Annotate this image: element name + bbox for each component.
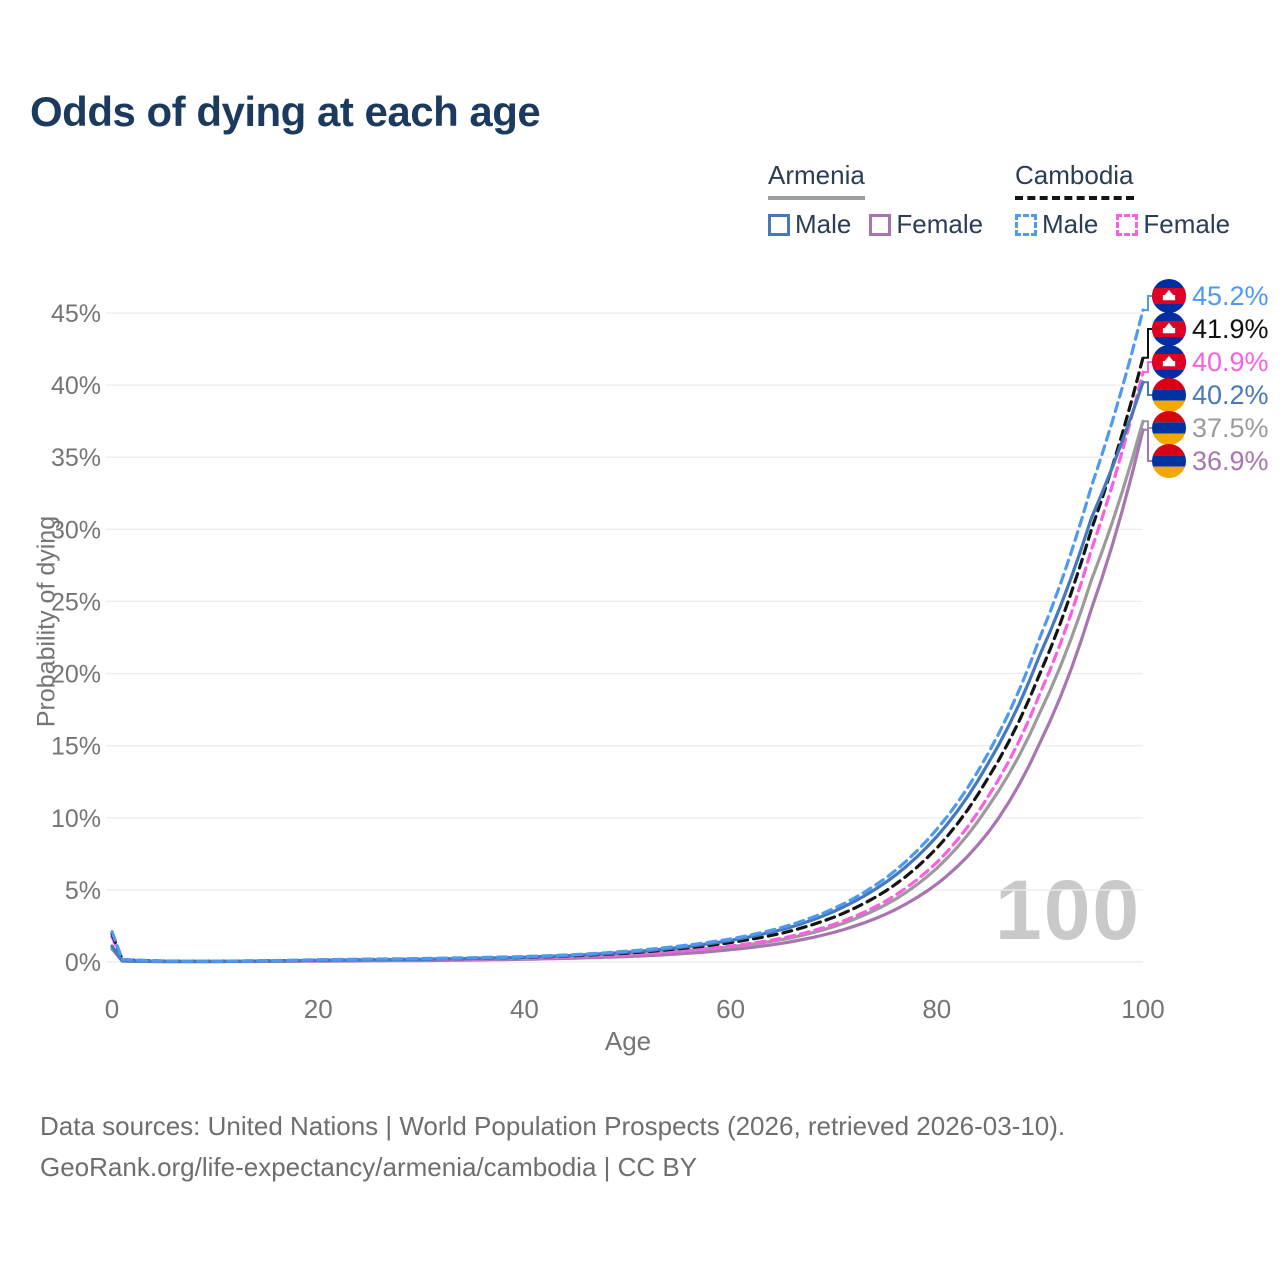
end-label-connector	[1143, 295, 1152, 312]
series-line-cambodia-female	[110, 370, 1145, 963]
y-tick-label: 20%	[51, 661, 101, 689]
end-label-cambodia-male: 45.2%	[1152, 279, 1269, 313]
legend-label-cambodia-male: Male	[1042, 209, 1099, 239]
end-label-value: 37.5%	[1192, 412, 1269, 443]
x-axis-title: Age	[604, 1026, 652, 1056]
y-tick-label: 35%	[51, 444, 101, 472]
end-label-value: 41.9%	[1192, 313, 1269, 344]
end-label-cambodia-female: 40.9%	[1152, 345, 1269, 379]
end-label-value: 40.9%	[1192, 346, 1269, 377]
series-line-armenia-both	[110, 419, 1145, 964]
series-line-cambodia-male	[110, 308, 1145, 963]
footer: Data sources: United Nations | World Pop…	[40, 1106, 1065, 1188]
armenia-flag-icon	[1152, 378, 1186, 412]
legend-country-cambodia: Cambodia	[1015, 160, 1134, 200]
end-label-value: 36.9%	[1192, 445, 1269, 476]
legend: Armenia Male Female Cambodia Male	[0, 160, 1280, 250]
x-tick-label: 20	[304, 994, 333, 1024]
x-tick-label: 40	[510, 994, 539, 1024]
end-label-armenia-female: 36.9%	[1152, 444, 1269, 478]
y-tick-label: 15%	[51, 733, 101, 761]
legend-items-cambodia: Male Female	[1015, 209, 1230, 240]
end-label-connector	[1143, 381, 1152, 396]
end-label-armenia-male: 40.2%	[1152, 378, 1269, 412]
end-label-connector	[1143, 361, 1152, 374]
legend-group-armenia: Armenia Male Female	[768, 160, 983, 240]
armenia-male-swatch	[768, 213, 790, 236]
legend-label-armenia-male: Male	[795, 209, 852, 239]
x-tick-label: 80	[922, 994, 951, 1024]
legend-label-armenia-female: Female	[896, 209, 984, 239]
cambodia-flag-icon	[1152, 312, 1186, 346]
cambodia-flag-icon	[1152, 345, 1186, 379]
legend-item-cambodia-male[interactable]: Male	[1015, 209, 1098, 240]
attribution-text: GeoRank.org/life-expectancy/armenia/camb…	[40, 1152, 698, 1182]
page-title: Odds of dying at each age	[30, 88, 541, 135]
legend-item-armenia-female[interactable]: Female	[869, 209, 983, 240]
y-tick-label: 40%	[51, 372, 101, 400]
series-line-cambodia-both	[110, 356, 1145, 963]
y-tick-label: 30%	[51, 516, 101, 544]
legend-group-cambodia: Cambodia Male Female	[1015, 160, 1230, 240]
cambodia-female-swatch	[1116, 213, 1139, 236]
armenia-female-swatch	[869, 213, 892, 236]
end-label-connector	[1143, 328, 1152, 359]
legend-item-armenia-male[interactable]: Male	[768, 209, 851, 240]
end-label-value: 45.2%	[1192, 280, 1269, 311]
cambodia-male-swatch	[1015, 213, 1037, 236]
end-label-connector	[1143, 428, 1152, 462]
age-watermark: 100	[995, 863, 1142, 957]
legend-items-armenia: Male Female	[768, 209, 983, 240]
y-tick-label: 10%	[51, 805, 101, 833]
legend-item-cambodia-female[interactable]: Female	[1116, 209, 1230, 240]
y-tick-label: 5%	[65, 877, 101, 905]
end-label-armenia-both-sexes: 37.5%	[1152, 411, 1269, 445]
cambodia-flag-icon	[1152, 279, 1186, 313]
x-tick-label: 100	[1121, 994, 1164, 1024]
legend-country-armenia: Armenia	[768, 160, 865, 200]
armenia-flag-icon	[1152, 444, 1186, 478]
data-sources-text: Data sources: United Nations | World Pop…	[40, 1111, 1066, 1141]
armenia-flag-icon	[1152, 411, 1186, 445]
legend-label-cambodia-female: Female	[1143, 209, 1231, 239]
end-label-connector	[1143, 420, 1152, 429]
end-label-value: 40.2%	[1192, 379, 1269, 410]
series-line-armenia-male	[110, 380, 1145, 963]
x-tick-label: 60	[716, 994, 745, 1024]
y-tick-label: 45%	[51, 300, 101, 328]
y-tick-label: 25%	[51, 588, 101, 616]
x-tick-label: 0	[105, 994, 119, 1024]
end-label-cambodia-both-sexes: 41.9%	[1152, 312, 1269, 346]
series-line-armenia-female	[110, 428, 1145, 964]
y-tick-label: 0%	[65, 949, 101, 977]
